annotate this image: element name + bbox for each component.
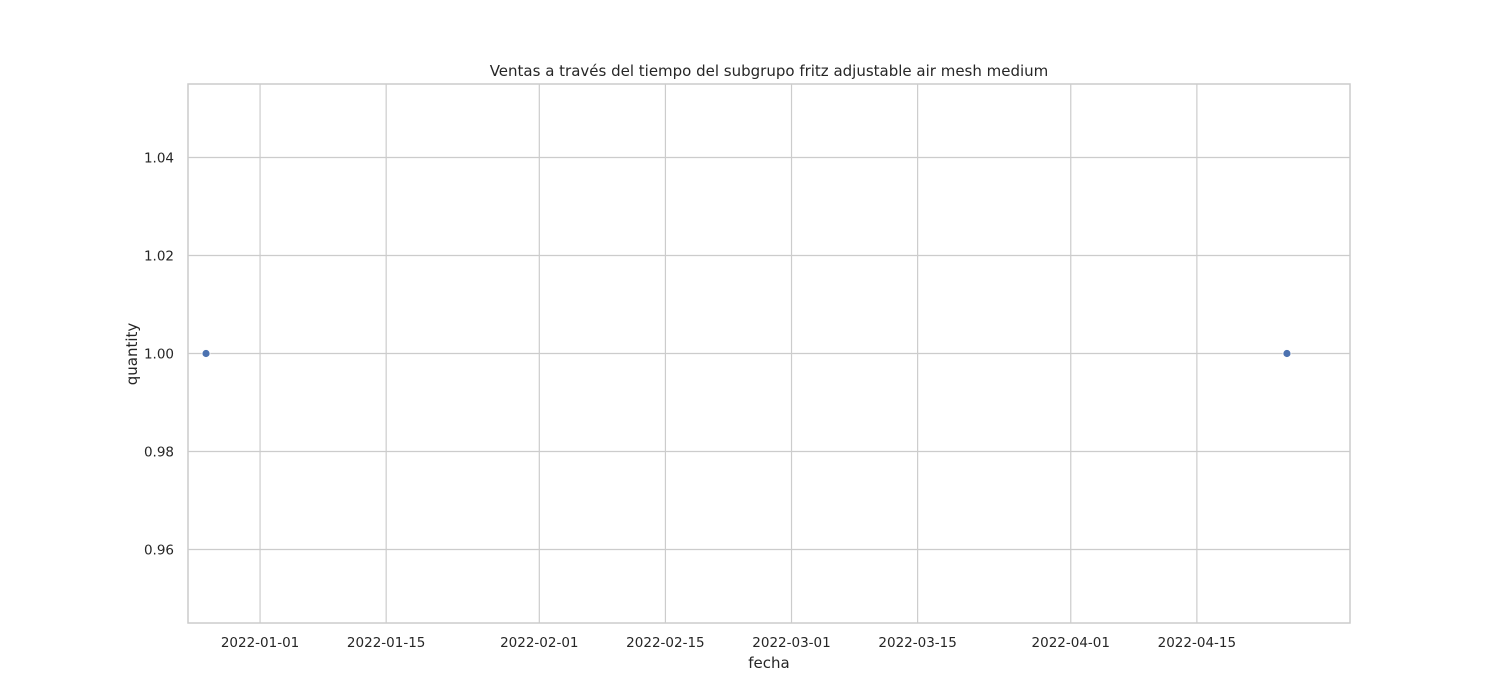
y-axis-label: quantity (123, 323, 141, 386)
x-tick-label: 2022-03-01 (752, 635, 830, 651)
x-tick-label: 2022-04-15 (1158, 635, 1236, 651)
data-point (1282, 349, 1292, 358)
y-tick-label: 0.96 (144, 543, 174, 559)
x-axis-label: fecha (748, 654, 789, 672)
x-tick-label: 2022-02-01 (500, 635, 578, 651)
y-tick-label: 1.00 (144, 347, 174, 363)
data-point (201, 349, 211, 358)
y-tick-labels: 0.96 0.98 1.00 1.02 1.04 (144, 151, 174, 559)
x-tick-label: 2022-03-15 (878, 635, 956, 651)
grid (188, 84, 1350, 623)
data-points (201, 349, 1292, 358)
x-tick-label: 2022-04-01 (1032, 635, 1110, 651)
y-tick-label: 0.98 (144, 445, 174, 461)
x-tick-labels: 2022-01-01 2022-01-15 2022-02-01 2022-02-15… (221, 635, 1236, 651)
chart-title: Ventas a través del tiempo del subgrupo … (490, 62, 1049, 80)
plot-frame (187, 83, 1351, 624)
x-tick-label: 2022-01-15 (347, 635, 425, 651)
x-tick-label: 2022-01-01 (221, 635, 299, 651)
y-tick-label: 1.04 (144, 151, 174, 167)
x-tick-label: 2022-02-15 (626, 635, 704, 651)
y-tick-label: 1.02 (144, 249, 174, 265)
